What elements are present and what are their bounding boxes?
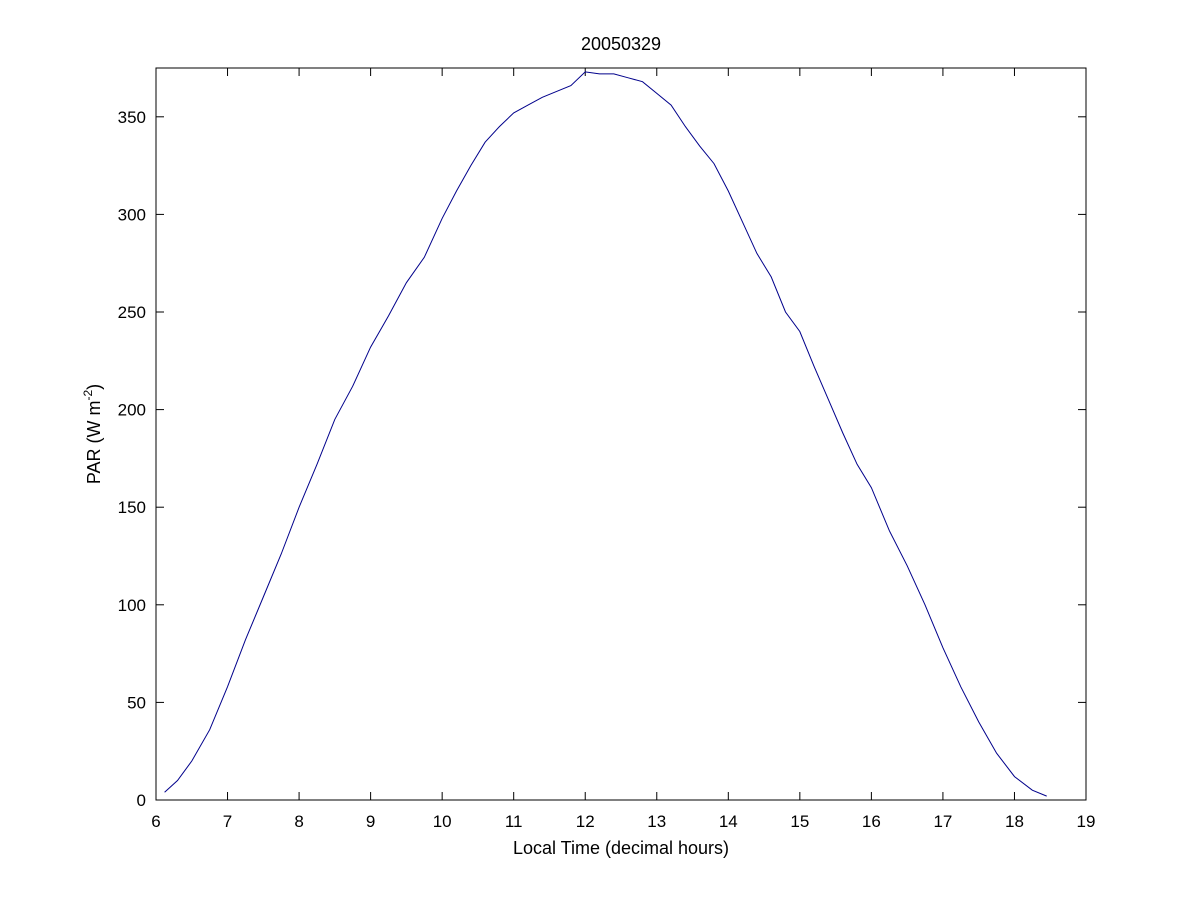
- y-tick-label: 0: [137, 791, 146, 810]
- x-tick-label: 11: [505, 812, 523, 831]
- chart-title: 20050329: [581, 34, 661, 54]
- x-tick-label: 18: [1005, 812, 1024, 831]
- x-tick-label: 15: [790, 812, 809, 831]
- x-axis-label: Local Time (decimal hours): [513, 838, 729, 858]
- x-axis: 6 7 8 9 10 11 12 13 14 15 16 17 18 19: [151, 68, 1095, 831]
- y-axis: 0 50 100 150 200 250 300 350: [118, 108, 1086, 810]
- y-tick-label: 250: [118, 303, 146, 322]
- y-tick-label: 100: [118, 596, 146, 615]
- plot-area: [155, 67, 1087, 801]
- y-tick-label: 150: [118, 498, 146, 517]
- y-tick-label: 300: [118, 205, 146, 224]
- y-tick-label: 350: [118, 108, 146, 127]
- x-tick-label: 13: [647, 812, 666, 831]
- x-tick-label: 8: [294, 812, 303, 831]
- x-tick-label: 9: [366, 812, 375, 831]
- x-tick-label: 6: [151, 812, 160, 831]
- y-tick-label: 200: [118, 401, 146, 420]
- x-tick-label: 14: [719, 812, 738, 831]
- y-axis-label-prefix: PAR (W m: [84, 401, 104, 485]
- y-axis-label-superscript: -2: [81, 390, 95, 401]
- par-series-line: [164, 71, 1047, 797]
- y-tick-label: 50: [127, 693, 146, 712]
- x-tick-label: 10: [433, 812, 452, 831]
- y-axis-label: PAR (W m-2): [81, 384, 104, 484]
- y-axis-label-suffix: ): [84, 384, 104, 390]
- x-tick-label: 16: [862, 812, 881, 831]
- x-tick-label: 7: [223, 812, 232, 831]
- x-tick-label: 17: [933, 812, 952, 831]
- x-tick-label: 12: [576, 812, 595, 831]
- x-tick-label: 19: [1077, 812, 1096, 831]
